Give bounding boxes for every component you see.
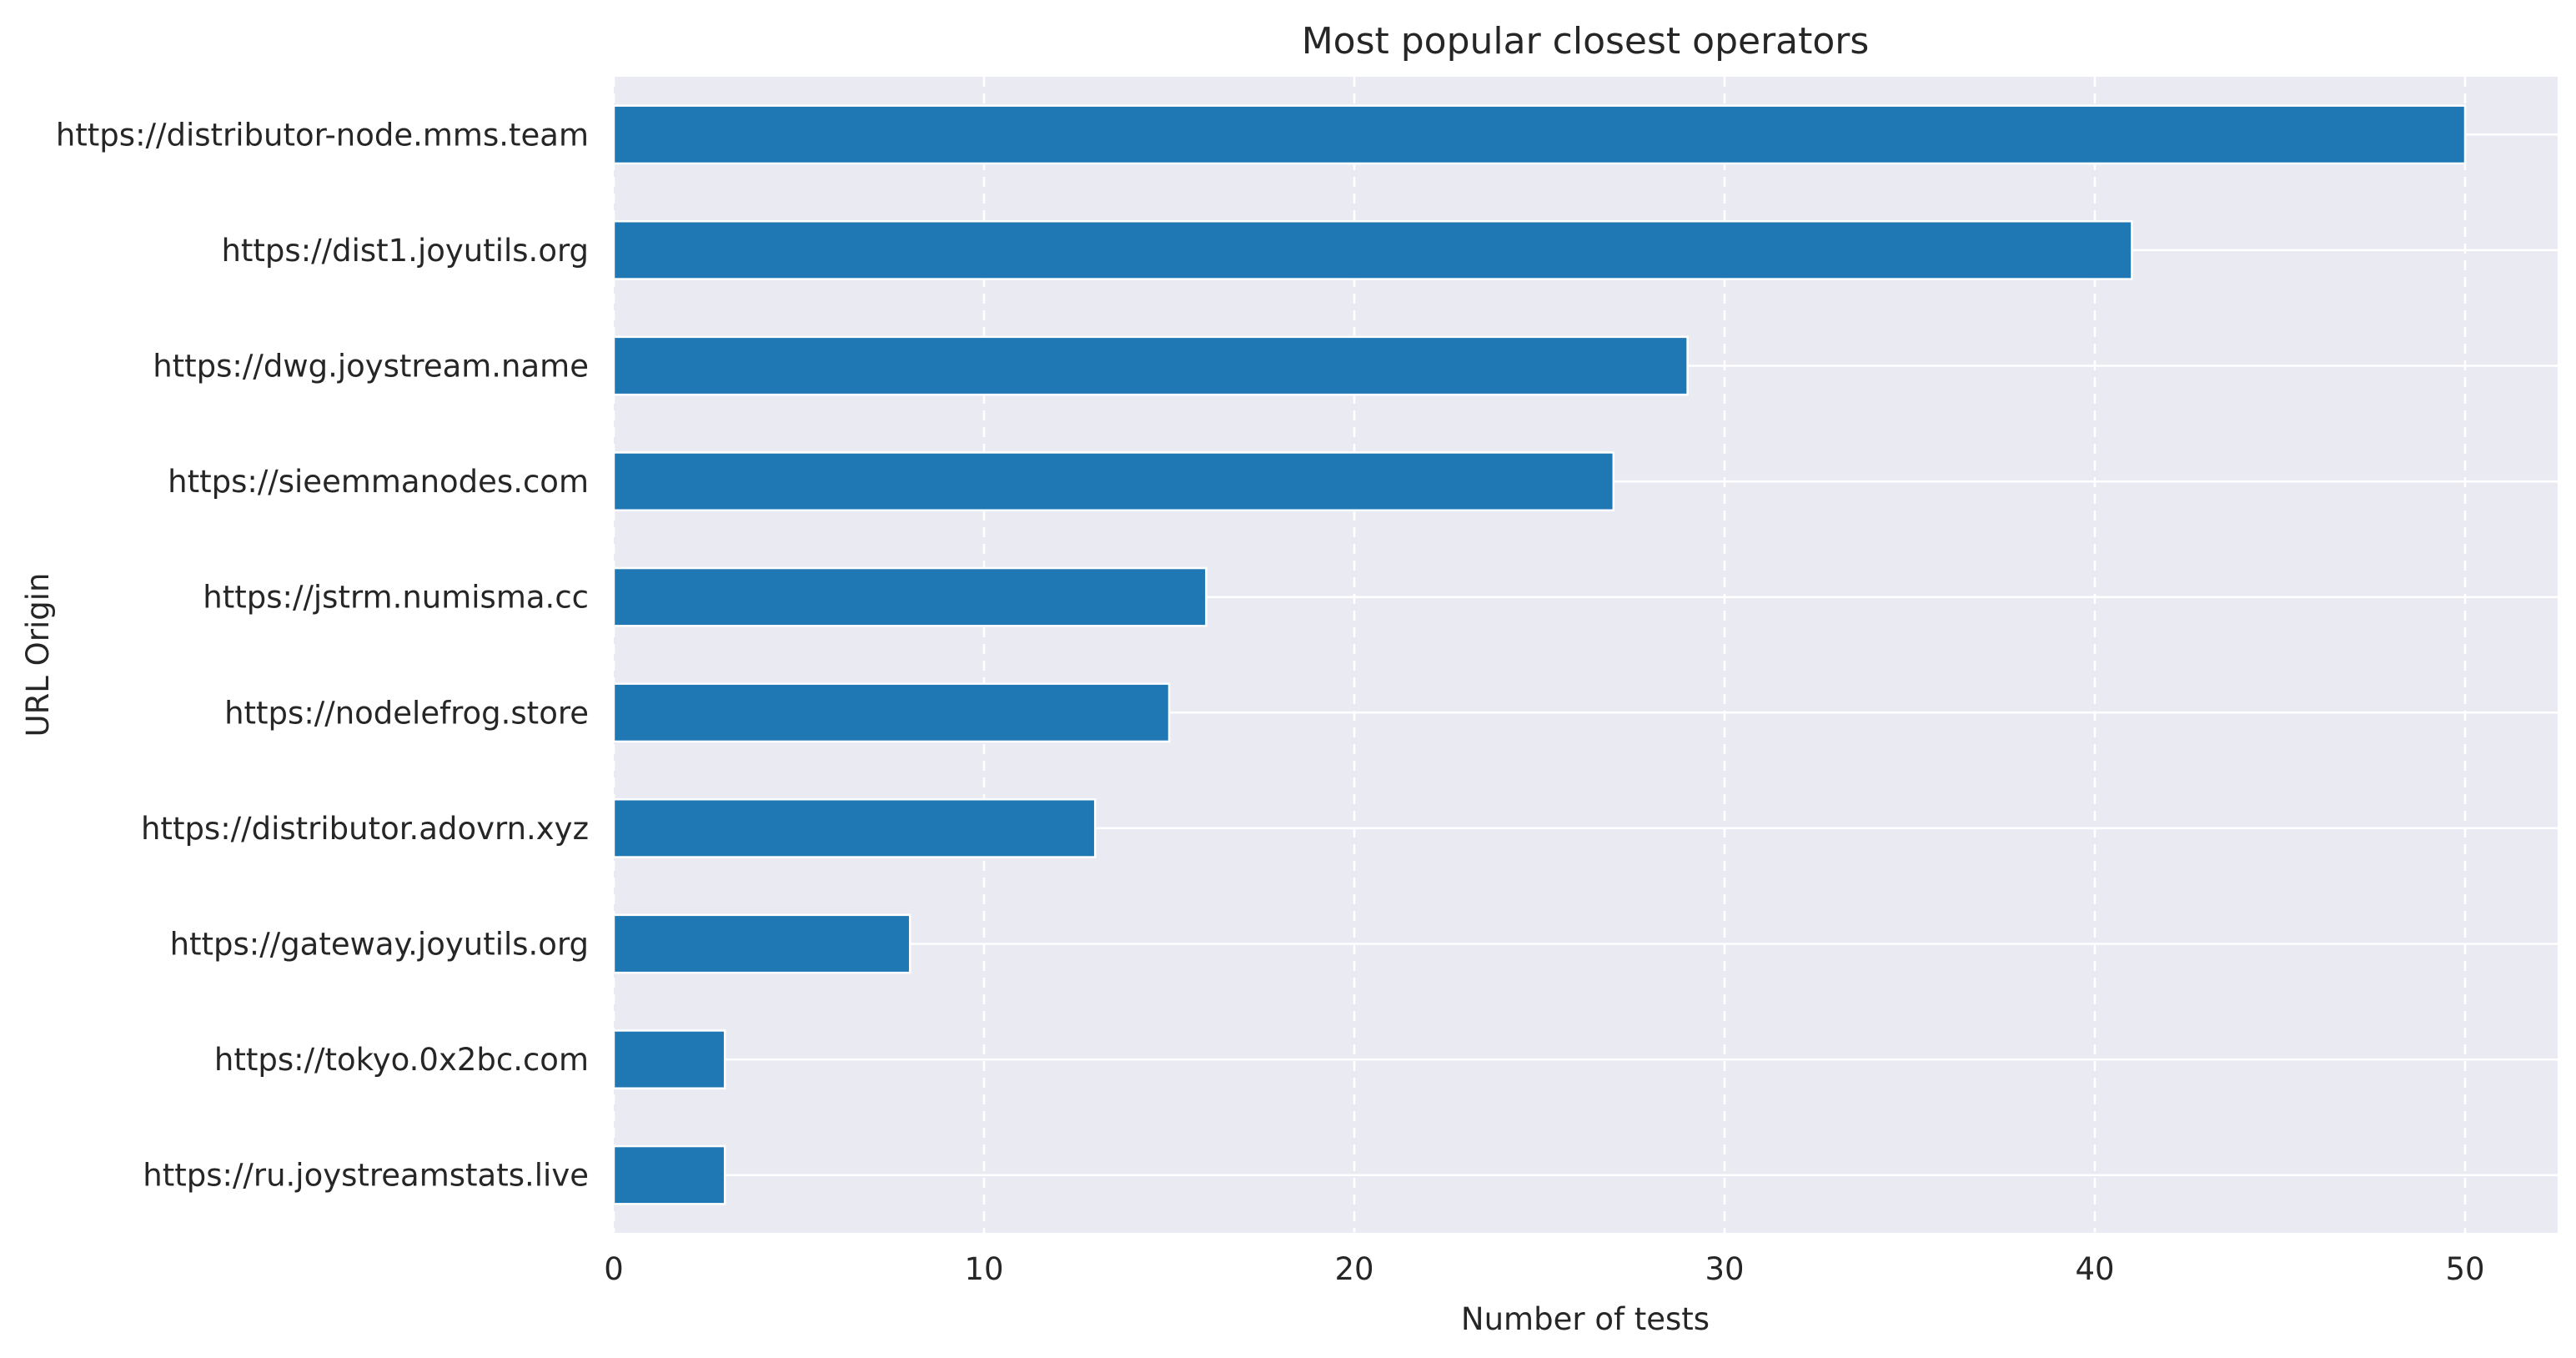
x-tick-label: 30 [1705,1251,1744,1287]
y-axis-label: URL Origin [20,573,56,737]
bar [612,1029,726,1089]
bar [612,220,2133,280]
bar [612,104,2467,165]
y-tick-labels: https://distributor-node.mms.team https:/… [56,117,589,1193]
y-tick-label: https://ru.joystreamstats.live [143,1158,589,1194]
bar [612,798,1097,858]
x-tick-label: 50 [2445,1251,2484,1287]
chart-title: Most popular closest operators [1302,20,1870,63]
x-tick-labels: 0 10 20 30 40 50 [604,1251,2484,1287]
bar [612,1144,726,1205]
y-tick-label: https://jstrm.numisma.cc [203,580,589,616]
y-tick-label: https://gateway.joyutils.org [170,927,589,963]
y-tick-label: https://dist1.joyutils.org [221,233,589,269]
bars [612,104,2467,1205]
bar [612,451,1615,512]
x-tick-label: 20 [1334,1251,1373,1287]
y-tick-label: https://tokyo.0x2bc.com [214,1042,589,1078]
bar [612,913,911,974]
x-tick-label: 40 [2075,1251,2114,1287]
y-tick-label: https://distributor.adovrn.xyz [141,811,589,847]
y-tick-label: https://distributor-node.mms.team [56,117,589,153]
bar [612,682,1171,743]
x-tick-label: 10 [964,1251,1003,1287]
x-tick-label: 0 [604,1251,624,1287]
x-axis-label: Number of tests [1461,1301,1710,1337]
y-tick-label: https://nodelefrog.store [224,695,589,731]
y-tick-label: https://dwg.joystream.name [153,349,589,385]
bar [612,566,1208,627]
bar [612,335,1689,396]
y-tick-label: https://sieemmanodes.com [168,464,589,500]
